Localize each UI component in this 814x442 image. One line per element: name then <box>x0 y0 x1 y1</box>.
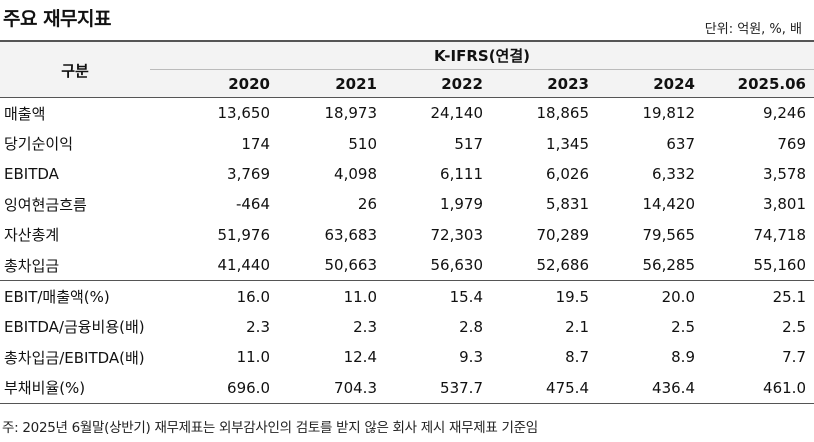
table-cell: 70,289 <box>536 225 590 244</box>
table-cell: 56,630 <box>430 256 484 275</box>
page-title: 주요 재무지표 <box>3 8 112 30</box>
table-cell: 2.5 <box>782 317 806 336</box>
row-label: 자산총계 <box>4 226 60 245</box>
row-label: EBIT/매출액(%) <box>4 288 110 307</box>
table-cell: 11.0 <box>236 348 270 367</box>
table-cell: 9.3 <box>459 348 483 367</box>
financial-table: 구분 K-IFRS(연결) 2020 2021 2022 2023 2024 2… <box>0 40 814 404</box>
table-cell: 18,865 <box>536 104 590 123</box>
table-cell: 769 <box>777 134 806 153</box>
table-cell: 41,440 <box>217 256 271 275</box>
footnote: 주: 2025년 6월말(상반기) 재무제표는 외부감사인의 검토를 받지 않은… <box>2 420 538 436</box>
table-cell: 25.1 <box>772 287 806 306</box>
table-cell: 74,718 <box>753 225 807 244</box>
table-cell: 510 <box>348 134 377 153</box>
table-cell: 20.0 <box>661 287 695 306</box>
table-cell: 63,683 <box>324 225 378 244</box>
row-label: 매출액 <box>4 104 46 123</box>
year-header: 2025.06 <box>737 75 806 93</box>
year-header: 2023 <box>547 75 589 93</box>
table-cell: 436.4 <box>652 378 695 397</box>
table-cell: 12.4 <box>343 348 377 367</box>
table-cell: 6,111 <box>440 164 483 183</box>
table-cell: 696.0 <box>227 378 270 397</box>
table-group: EBIT/매출액(%) 16.0 11.0 15.4 19.5 20.0 25.1 EBITD… <box>0 281 814 404</box>
table-cell: 637 <box>666 134 695 153</box>
table-row: EBITDA/금융비용(배) 2.3 2.3 2.8 2.1 2.5 2.5 <box>0 312 814 342</box>
table-cell: 461.0 <box>763 378 806 397</box>
row-label: 부채비율(%) <box>4 379 86 398</box>
table-header: 구분 K-IFRS(연결) 2020 2021 2022 2023 2024 2… <box>0 40 814 98</box>
year-header: 2022 <box>441 75 483 93</box>
table-row: 당기순이익 174 510 517 1,345 637 769 <box>0 128 814 158</box>
table-cell: 79,565 <box>642 225 696 244</box>
unit-note: 단위: 억원, %, 배 <box>704 22 802 37</box>
table-cell: 537.7 <box>440 378 483 397</box>
table-cell: 50,663 <box>324 256 378 275</box>
row-label: EBITDA/금융비용(배) <box>4 318 145 337</box>
table-cell: 14,420 <box>642 195 696 214</box>
table-row: 잉여현금흐름 -464 26 1,979 5,831 14,420 3,801 <box>0 189 814 219</box>
year-header: 2020 <box>228 75 270 93</box>
table-cell: 18,973 <box>324 104 378 123</box>
header-years: 2020 2021 2022 2023 2024 2025.06 <box>150 70 814 98</box>
table-cell: 4,098 <box>334 164 377 183</box>
table-cell: 2.1 <box>565 317 589 336</box>
table-row: 부채비율(%) 696.0 704.3 537.7 475.4 436.4 461.0 <box>0 373 814 403</box>
table-row: 총차입금 41,440 50,663 56,630 52,686 56,285 55,160 <box>0 250 814 280</box>
table-cell: 26 <box>357 195 377 214</box>
table-row: 총차입금/EBITDA(배) 11.0 12.4 9.3 8.7 8.9 7.7 <box>0 342 814 372</box>
table-row: 자산총계 51,976 63,683 72,303 70,289 79,565 74,718 <box>0 220 814 250</box>
table-cell: 174 <box>241 134 270 153</box>
table-cell: 1,979 <box>440 195 483 214</box>
table-cell: 2.3 <box>246 317 270 336</box>
table-cell: 2.8 <box>459 317 483 336</box>
table-cell: 19.5 <box>555 287 589 306</box>
table-cell: 8.9 <box>671 348 695 367</box>
row-label: 당기순이익 <box>4 135 74 154</box>
table-cell: 704.3 <box>334 378 377 397</box>
table-row: EBIT/매출액(%) 16.0 11.0 15.4 19.5 20.0 25.1 <box>0 281 814 311</box>
table-cell: 3,801 <box>763 195 806 214</box>
table-cell: 5,831 <box>546 195 589 214</box>
row-label: 총차입금/EBITDA(배) <box>4 348 145 367</box>
table-group: 매출액 13,650 18,973 24,140 18,865 19,812 9,246 당기… <box>0 98 814 282</box>
table-cell: 55,160 <box>753 256 807 275</box>
table-cell: 15.4 <box>449 287 483 306</box>
table-cell: 13,650 <box>217 104 271 123</box>
table-cell: 16.0 <box>236 287 270 306</box>
year-header: 2021 <box>335 75 377 93</box>
table-body: 매출액 13,650 18,973 24,140 18,865 19,812 9,246 당기… <box>0 98 814 404</box>
table-cell: 19,812 <box>642 104 696 123</box>
table-cell: 3,769 <box>227 164 270 183</box>
row-label: EBITDA <box>4 164 59 183</box>
table-cell: 475.4 <box>546 378 589 397</box>
table-cell: 8.7 <box>565 348 589 367</box>
table-cell: 3,578 <box>763 164 806 183</box>
table-cell: 52,686 <box>536 256 590 275</box>
table-cell: 7.7 <box>782 348 806 367</box>
table-cell: 2.5 <box>671 317 695 336</box>
table-row: 매출액 13,650 18,973 24,140 18,865 19,812 9,246 <box>0 98 814 128</box>
table-cell: 11.0 <box>343 287 377 306</box>
table-cell: 9,246 <box>763 104 806 123</box>
row-label: 총차입금 <box>4 256 60 275</box>
table-cell: 6,026 <box>546 164 589 183</box>
table-cell: 51,976 <box>217 225 271 244</box>
table-cell: 1,345 <box>546 134 589 153</box>
row-label: 잉여현금흐름 <box>4 195 87 214</box>
header-gubun: 구분 <box>61 61 89 80</box>
header-standard: K-IFRS(연결) <box>150 42 814 70</box>
table-cell: 24,140 <box>430 104 484 123</box>
table-cell: -464 <box>235 195 270 214</box>
table-row: EBITDA 3,769 4,098 6,111 6,026 6,332 3,578 <box>0 159 814 189</box>
table-cell: 2.3 <box>353 317 377 336</box>
table-cell: 6,332 <box>652 164 695 183</box>
year-header: 2024 <box>653 75 695 93</box>
table-cell: 72,303 <box>430 225 484 244</box>
table-cell: 56,285 <box>642 256 696 275</box>
table-cell: 517 <box>454 134 483 153</box>
